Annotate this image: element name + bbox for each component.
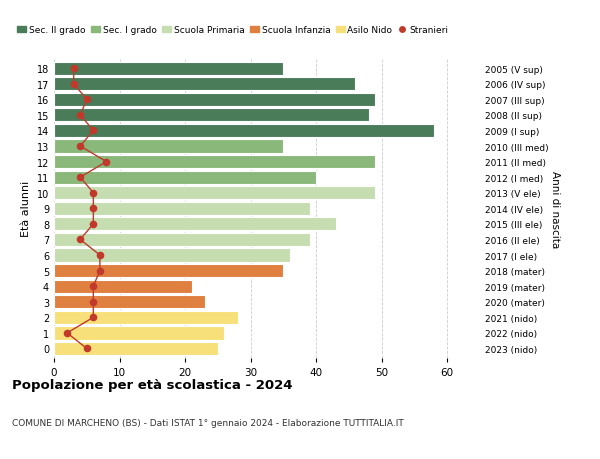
Point [89,205,98,213]
Point [89,298,98,306]
Bar [54,326,224,340]
Y-axis label: Età alunni: Età alunni [21,181,31,237]
Bar [54,249,290,262]
Bar [54,171,316,185]
Bar [54,311,238,324]
Y-axis label: Anni di nascita: Anni di nascita [550,170,560,247]
Point [89,314,98,321]
Bar [54,140,283,153]
Point [76,174,85,181]
Point [89,283,98,290]
Bar [54,233,310,246]
Point [82,96,92,104]
Point [95,252,104,259]
Bar [54,94,375,106]
Point [62,330,72,337]
Point [95,267,104,274]
Point [89,128,98,135]
Bar [54,156,375,169]
Text: COMUNE DI MARCHENO (BS) - Dati ISTAT 1° gennaio 2024 - Elaborazione TUTTITALIA.I: COMUNE DI MARCHENO (BS) - Dati ISTAT 1° … [12,418,404,427]
Point [69,81,79,88]
Point [101,158,111,166]
Point [76,236,85,244]
Text: Popolazione per età scolastica - 2024: Popolazione per età scolastica - 2024 [12,379,293,392]
Bar [54,280,191,293]
Bar [54,342,218,355]
Bar [54,78,355,91]
Bar [54,296,205,309]
Bar [54,187,375,200]
Point [76,143,85,151]
Point [82,345,92,353]
Bar [54,62,283,76]
Bar [54,124,434,138]
Point [89,190,98,197]
Point [76,112,85,119]
Point [69,65,79,73]
Bar [54,109,368,122]
Legend: Sec. II grado, Sec. I grado, Scuola Primaria, Scuola Infanzia, Asilo Nido, Stran: Sec. II grado, Sec. I grado, Scuola Prim… [14,22,452,39]
Point [89,221,98,228]
Bar [54,264,283,278]
Bar [54,202,310,215]
Bar [54,218,336,231]
